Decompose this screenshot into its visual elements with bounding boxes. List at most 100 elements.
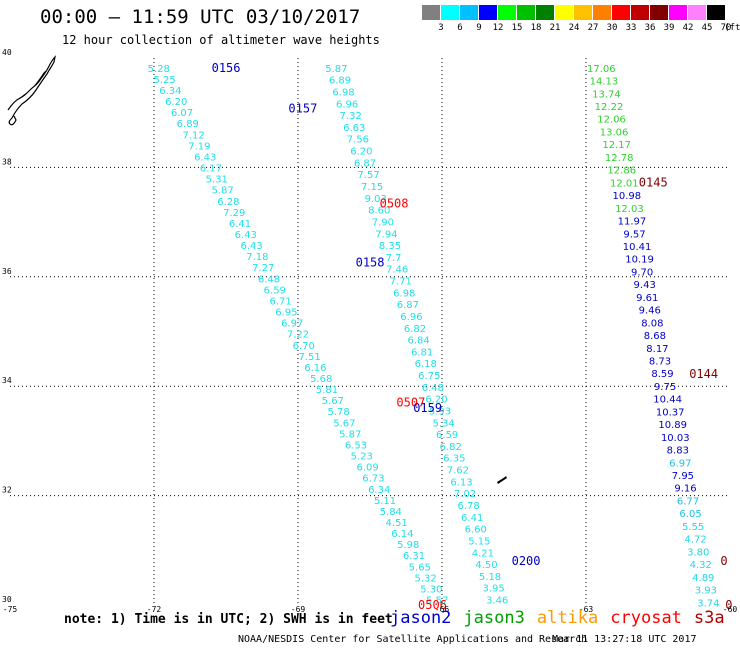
colorbar-label: 12 [492, 23, 504, 33]
x-tick-label: -75 [3, 605, 18, 614]
track-value-label: 6.81 [411, 347, 433, 358]
track-value-label: 6.09 [356, 463, 378, 474]
track-value-label: 6.78 [457, 501, 479, 512]
colorbar-label: 39 [663, 23, 675, 33]
coastline [7, 55, 507, 484]
page-subtitle: 12 hour collection of altimeter wave hei… [62, 33, 380, 47]
track-value-label: 5.98 [397, 540, 419, 551]
track-value-label: 6.18 [415, 359, 437, 370]
colorbar-label: 21 [549, 23, 561, 33]
track-value-label: 10.89 [658, 420, 687, 431]
colorbar-label: 45 [701, 23, 713, 33]
track-value-label: 12.03 [615, 204, 644, 215]
grid [10, 58, 730, 605]
track-value-label: 5.57 [426, 596, 448, 607]
track-value-label: 12.17 [602, 140, 631, 151]
track-value-label: 4.51 [385, 518, 407, 529]
pass-time-label: 0 [725, 598, 732, 612]
x-tick-label: -63 [579, 605, 594, 614]
track-value-label: 10.98 [613, 191, 642, 202]
y-tick-label: 36 [2, 267, 12, 276]
track-value-label: 6.20 [425, 395, 447, 406]
track-value-label: 7.62 [447, 466, 469, 477]
x-tick-label: -69 [291, 605, 306, 614]
track-value-label: 9.57 [623, 229, 645, 240]
track-value-label: 7.71 [390, 277, 412, 288]
colorbar-swatch [479, 5, 497, 20]
track-value-label: 5.30 [420, 584, 442, 595]
pass-time-label: 0144 [689, 367, 718, 381]
track-value-label: 12.06 [597, 115, 626, 126]
track-value-label: 6.96 [400, 312, 422, 323]
track-value-label: 6.34 [368, 485, 390, 496]
bermuda-island [497, 476, 507, 484]
track-value-label: 6.98 [393, 288, 415, 299]
track-value-label: 6.87 [354, 158, 376, 169]
colorbar-swatch [460, 5, 478, 20]
track-value-label: 6.20 [165, 97, 187, 108]
track-value-label: 8.60 [368, 206, 390, 217]
track-value-label: 7.27 [252, 263, 274, 274]
track-value-label: 4.72 [685, 535, 707, 546]
colorbar-swatch [536, 5, 554, 20]
coastline-usa-fill [18, 70, 47, 100]
track-value-label: 5.93 [429, 406, 451, 417]
track-value-label: 6.89 [329, 76, 351, 87]
track-value-label: 6.98 [332, 87, 354, 98]
track-value-label: 5.34 [432, 418, 454, 429]
credit-line: NOAA/NESDIS Center for Satellite Applica… [238, 634, 588, 645]
colorbar-label: 24 [568, 23, 580, 33]
colorbar-label: 70 [720, 23, 732, 33]
colorbar-swatch [688, 5, 706, 20]
track-value-label: 17.06 [587, 64, 616, 75]
track-value-label: 13.74 [592, 89, 621, 100]
track-value-label: 11.97 [618, 217, 647, 228]
pass-time-label: 0158 [356, 256, 385, 270]
y-tick-label: 40 [2, 48, 12, 57]
track-value-label: 9.16 [674, 484, 696, 495]
track-value-label: 14.13 [590, 77, 619, 88]
track-value-label: 5.18 [479, 572, 501, 583]
track-value-label: 8.35 [379, 241, 401, 252]
track-value-label: 6.82 [404, 324, 426, 335]
track-value-label: 9.43 [634, 280, 656, 291]
track-value-label: 6.41 [461, 513, 483, 524]
page-title: 00:00 – 11:59 UTC 03/10/2017 [40, 6, 361, 28]
track-value-label: 5.87 [211, 186, 233, 197]
track-value-label: 7.32 [340, 111, 362, 122]
colorbar-swatch [574, 5, 592, 20]
track-value-label: 6.43 [235, 230, 257, 241]
coastline-usa [7, 55, 56, 126]
track-value-label: 6.13 [450, 477, 472, 488]
generated-timestamp: Mar 11 13:27:18 UTC 2017 [552, 634, 697, 645]
track-value-label: 6.59 [264, 285, 286, 296]
x-tick-label: -60 [723, 605, 738, 614]
track-value-label: 7.56 [347, 135, 369, 146]
colorbar-label: 18 [530, 23, 542, 33]
track-value-label: 3.93 [695, 586, 717, 597]
track-value-label: 3.46 [486, 596, 508, 607]
track-value-label: 10.37 [656, 407, 685, 418]
track-value-label: 7.19 [188, 141, 210, 152]
track-value-label: 5.67 [322, 396, 344, 407]
x-tick-label: -72 [147, 605, 162, 614]
track-value-label: 13.06 [600, 127, 629, 138]
pass-time-label: 0508 [380, 197, 409, 211]
track-value-label: 6.43 [240, 241, 262, 252]
track-value-label: 7.29 [223, 208, 245, 219]
track-value-label: 6.31 [403, 551, 425, 562]
track-value-label: 6.17 [200, 164, 222, 175]
colorbar-swatch [650, 5, 668, 20]
track-value-label: 6.73 [362, 474, 384, 485]
track-value-label: 4.32 [690, 560, 712, 571]
colorbar-label: 15 [511, 23, 523, 33]
track-value-label: 7.51 [298, 352, 320, 363]
colorbar-swatch [707, 5, 725, 20]
track-value-label: 7.95 [672, 471, 694, 482]
track-value-label: 6.43 [194, 152, 216, 163]
track-value-label: 6.48 [422, 383, 444, 394]
track-value-label: 9.61 [636, 293, 658, 304]
satellite-legend: jason2 jason3 altika cryosat s3a [390, 608, 737, 628]
track-value-label: 5.25 [153, 75, 175, 86]
track-value-label: 7.15 [361, 182, 383, 193]
